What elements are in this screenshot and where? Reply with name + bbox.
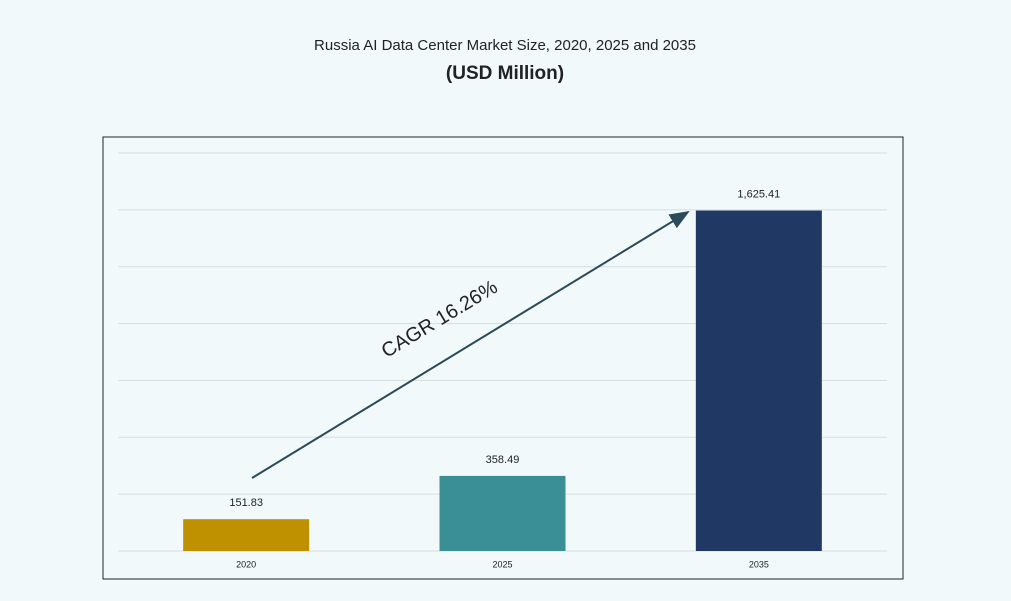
bar (183, 519, 310, 551)
cagr-arrow (251, 210, 690, 479)
plot-frame (102, 136, 904, 580)
value-label: 1,625.41 (737, 188, 780, 200)
chart-title: Russia AI Data Center Market Size, 2020,… (314, 37, 696, 54)
value-label: 151.83 (229, 497, 263, 509)
bars: 151.83 2020 358.49 2025 1,625.41 2035 (183, 188, 822, 569)
x-tick-label: 2025 (492, 559, 512, 569)
x-tick-label: 2035 (749, 559, 769, 569)
bar (695, 210, 822, 551)
bar (439, 475, 566, 551)
value-label: 358.49 (486, 454, 520, 466)
chart-subtitle: (USD Million) (446, 63, 564, 84)
x-tick-label: 2020 (236, 559, 256, 569)
